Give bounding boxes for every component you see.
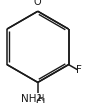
Text: O: O xyxy=(34,0,42,7)
Text: 2: 2 xyxy=(36,94,41,103)
Text: H: H xyxy=(37,94,43,103)
Text: NH: NH xyxy=(21,94,36,103)
Text: Cl: Cl xyxy=(35,98,45,103)
Text: F: F xyxy=(76,65,82,75)
